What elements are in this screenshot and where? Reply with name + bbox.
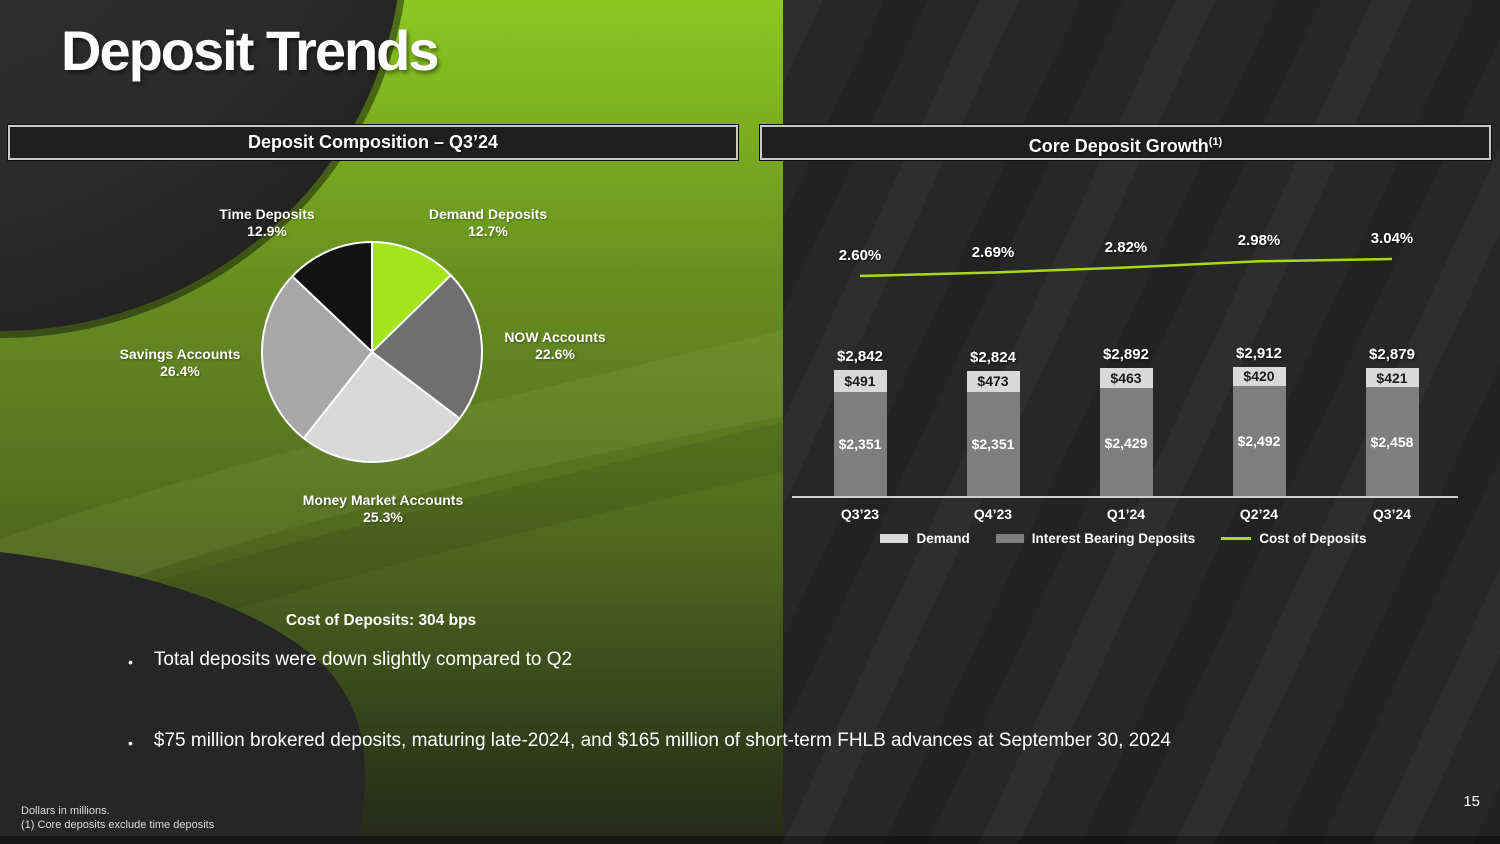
bar-segment-demand-q2-24: $420 bbox=[1232, 366, 1286, 386]
legend-item-cost-of-deposits: Cost of Deposits bbox=[1221, 531, 1367, 546]
pie-slice-money-market-accounts bbox=[302, 351, 461, 463]
x-axis-label-q3-24: Q3’24 bbox=[1372, 506, 1412, 522]
left-panel-header: Deposit Composition – Q3’24 bbox=[7, 124, 739, 161]
cost-of-deposits-value-q4-23: 2.69% bbox=[971, 243, 1015, 261]
bar-segment-interest-bearing-deposits-q1-24: $2,429 bbox=[1099, 388, 1153, 497]
legend-item-interest-bearing-deposits: Interest Bearing Deposits bbox=[995, 531, 1196, 546]
right-panel-header-label: Core Deposit Growth bbox=[1028, 136, 1209, 156]
bar-segment-demand-q4-23: $473 bbox=[966, 370, 1020, 392]
pie-label-value: 22.6% bbox=[535, 346, 575, 362]
cost-of-deposits-value-q2-24: 2.98% bbox=[1237, 232, 1281, 250]
pie-label-value: 25.3% bbox=[363, 509, 403, 525]
pie-label-name: Savings Accounts bbox=[119, 346, 241, 362]
background-bottom-left-blob bbox=[0, 552, 365, 844]
legend-swatch-demand bbox=[880, 534, 909, 543]
right-panel-header: Core Deposit Growth(1) bbox=[759, 124, 1492, 161]
pie-label-time-deposits: Time Deposits 12.9% bbox=[152, 206, 382, 240]
pie-slice-savings-accounts bbox=[261, 275, 373, 440]
legend-item-demand: Demand bbox=[880, 531, 970, 546]
bar-segment-interest-bearing-deposits-q2-24: $2,492 bbox=[1232, 385, 1286, 497]
pie-label-demand-deposits: Demand Deposits 12.7% bbox=[373, 206, 603, 240]
bar-segment-demand-q1-24: $463 bbox=[1099, 367, 1153, 389]
bar-total-q2-24: $2,912 bbox=[1236, 344, 1282, 362]
pie-label-value: 26.4% bbox=[160, 363, 200, 379]
bar-total-q1-24: $2,892 bbox=[1103, 345, 1149, 363]
right-panel-header-footnote-marker: (1) bbox=[1208, 136, 1223, 148]
pie-slice-now-accounts bbox=[371, 274, 483, 420]
bar-segment-demand-q3-23: $491 bbox=[833, 369, 887, 392]
bar-segment-demand-q3-24: $421 bbox=[1365, 368, 1419, 388]
pie-label-value: 12.7% bbox=[468, 223, 508, 239]
deposit-composition-pie-chart bbox=[261, 241, 483, 463]
legend-label-interest-bearing-deposits: Interest Bearing Deposits bbox=[1031, 531, 1196, 546]
bullet-item: • $75 million brokered deposits, maturin… bbox=[128, 729, 1448, 755]
pie-label-name: Demand Deposits bbox=[428, 206, 548, 222]
bar-segment-interest-bearing-deposits-q4-23: $2,351 bbox=[966, 391, 1020, 497]
background-corner-blob bbox=[0, 0, 398, 331]
bar-total-q3-23: $2,842 bbox=[837, 347, 883, 365]
bar-chart-axis-line bbox=[792, 496, 1458, 498]
pie-label-savings-accounts: Savings Accounts 26.4% bbox=[65, 346, 295, 380]
x-axis-label-q1-24: Q1’24 bbox=[1106, 506, 1146, 522]
bullet-marker: • bbox=[128, 735, 133, 751]
background-green-highlight bbox=[0, 330, 783, 627]
pie-label-money-market-accounts: Money Market Accounts 25.3% bbox=[268, 492, 498, 526]
background-bottom-strip bbox=[0, 836, 1500, 844]
legend-label-cost-of-deposits: Cost of Deposits bbox=[1259, 531, 1367, 546]
pie-slice-demand-deposits bbox=[371, 241, 452, 353]
pie-label-value: 12.9% bbox=[247, 223, 287, 239]
left-panel-header-label: Deposit Composition – Q3’24 bbox=[247, 132, 499, 152]
bullet-text: $75 million brokered deposits, maturing … bbox=[153, 730, 1171, 751]
cost-of-deposits-note: Cost of Deposits: 304 bps bbox=[285, 612, 477, 629]
footnote-core-deposits: (1) Core deposits exclude time deposits bbox=[21, 819, 215, 831]
legend-swatch-interest-bearing-deposits bbox=[995, 534, 1024, 543]
pie-label-name: NOW Accounts bbox=[504, 329, 606, 345]
pie-slice-time-deposits bbox=[291, 241, 373, 353]
pie-label-name: Money Market Accounts bbox=[302, 492, 464, 508]
slide-title: Deposit Trends bbox=[61, 19, 440, 82]
pie-label-name: Time Deposits bbox=[219, 206, 315, 222]
footnote-dollars: Dollars in millions. bbox=[21, 805, 110, 817]
bullet-text: Total deposits were down slightly compar… bbox=[153, 649, 573, 670]
bullet-item: • Total deposits were down slightly comp… bbox=[128, 648, 1448, 674]
x-axis-label-q3-23: Q3’23 bbox=[840, 506, 880, 522]
chart-legend: Demand Interest Bearing Deposits Cost of… bbox=[760, 531, 1487, 546]
cost-of-deposits-value-q1-24: 2.82% bbox=[1104, 238, 1148, 256]
x-axis-label-q4-23: Q4’23 bbox=[973, 506, 1013, 522]
bar-total-q4-23: $2,824 bbox=[970, 348, 1016, 366]
cost-of-deposits-value-q3-23: 2.60% bbox=[838, 247, 882, 264]
legend-line-cost-of-deposits bbox=[1221, 537, 1252, 540]
legend-label-demand: Demand bbox=[916, 531, 970, 546]
bullet-marker: • bbox=[128, 654, 133, 670]
cost-of-deposits-value-q3-24: 3.04% bbox=[1370, 230, 1414, 248]
bar-segment-interest-bearing-deposits-q3-24: $2,458 bbox=[1365, 387, 1419, 497]
footnotes: Dollars in millions. (1) Core deposits e… bbox=[21, 804, 214, 832]
pie-label-now-accounts: NOW Accounts 22.6% bbox=[440, 329, 670, 363]
x-axis-label-q2-24: Q2’24 bbox=[1239, 506, 1279, 522]
bar-total-q3-24: $2,879 bbox=[1369, 346, 1415, 364]
page-number: 15 bbox=[1463, 793, 1480, 810]
bar-segment-interest-bearing-deposits-q3-23: $2,351 bbox=[833, 391, 887, 497]
